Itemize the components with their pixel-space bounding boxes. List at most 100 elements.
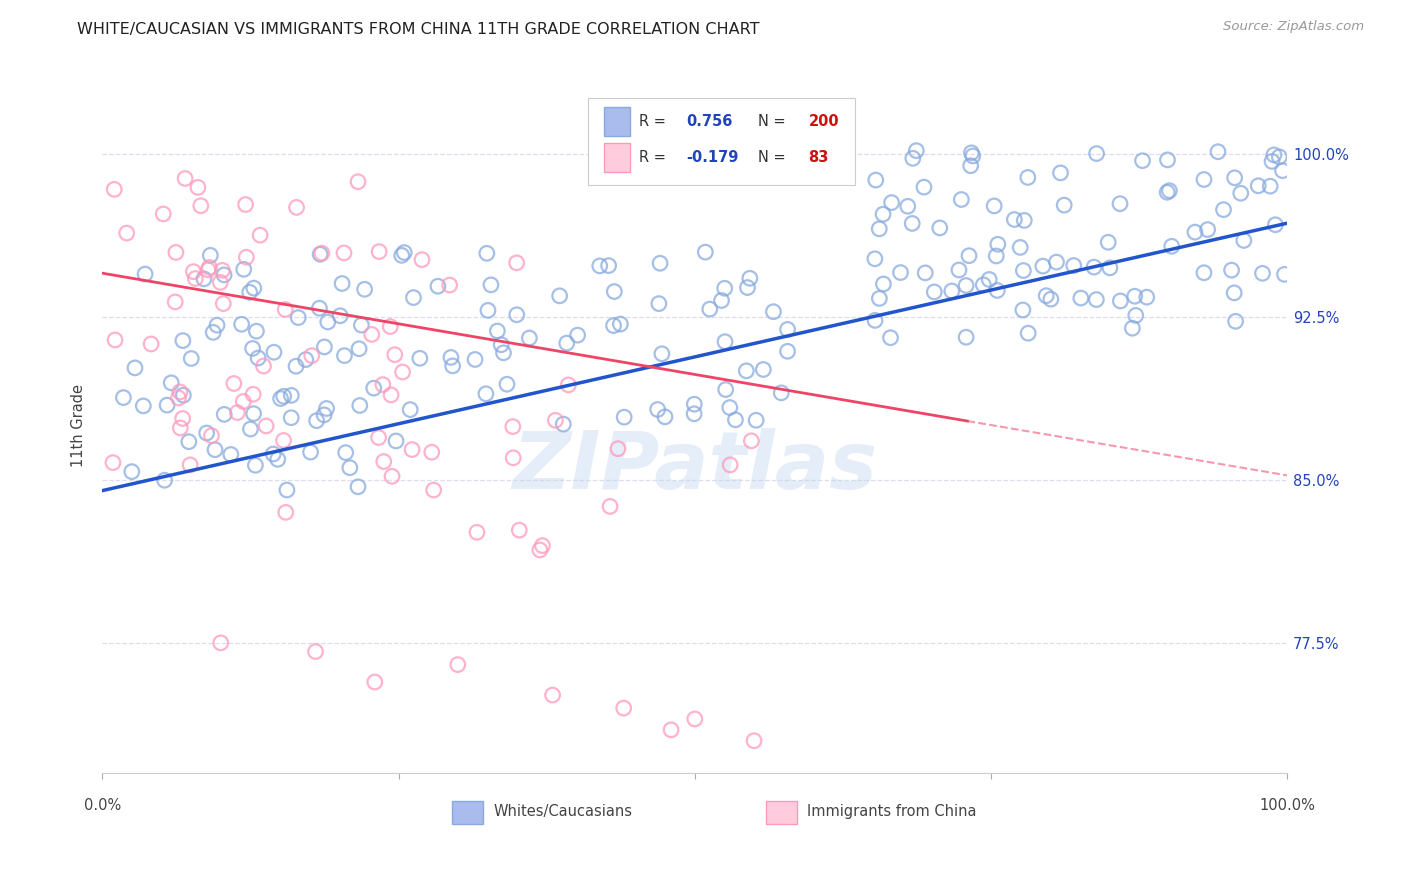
Point <box>901 216 924 230</box>
Point <box>339 460 361 475</box>
Point <box>589 259 612 273</box>
Point <box>1225 314 1247 328</box>
Point <box>1123 289 1146 303</box>
Point <box>239 285 262 300</box>
Point <box>276 483 298 497</box>
Point <box>219 448 242 462</box>
Point <box>599 500 621 514</box>
Point <box>245 324 267 338</box>
Point <box>890 266 912 280</box>
Point <box>304 644 326 658</box>
Point <box>226 406 249 420</box>
Point <box>367 431 389 445</box>
Point <box>742 733 765 747</box>
Point <box>399 402 422 417</box>
Point <box>190 199 212 213</box>
Point <box>738 271 761 285</box>
Point <box>959 159 981 173</box>
Point <box>205 318 228 333</box>
Point <box>222 376 245 391</box>
Point <box>905 144 928 158</box>
Point <box>603 285 626 299</box>
Point <box>986 284 1008 298</box>
Point <box>648 256 671 270</box>
Point <box>183 265 205 279</box>
Point <box>955 330 977 344</box>
Text: 200: 200 <box>808 114 839 128</box>
Point <box>249 228 271 243</box>
Point <box>422 483 444 497</box>
Point <box>502 419 524 434</box>
Point <box>169 384 191 399</box>
Point <box>305 414 328 428</box>
Text: Whites/Caucasians: Whites/Caucasians <box>494 804 633 819</box>
Point <box>311 246 333 260</box>
Point <box>187 180 209 194</box>
Point <box>745 413 768 427</box>
Point <box>312 408 335 422</box>
Point <box>169 421 191 435</box>
Point <box>464 352 486 367</box>
Point <box>212 408 235 422</box>
Point <box>254 419 277 434</box>
Point <box>1032 259 1054 273</box>
Point <box>609 317 631 331</box>
Point <box>465 525 488 540</box>
Point <box>315 401 337 416</box>
Point <box>172 411 194 425</box>
Point <box>402 291 425 305</box>
Point <box>380 388 402 402</box>
Point <box>979 272 1001 286</box>
Text: WHITE/CAUCASIAN VS IMMIGRANTS FROM CHINA 11TH GRADE CORRELATION CHART: WHITE/CAUCASIAN VS IMMIGRANTS FROM CHINA… <box>77 22 759 37</box>
Point <box>1039 292 1062 306</box>
Point <box>1132 153 1154 168</box>
Point <box>1220 263 1243 277</box>
Point <box>475 386 498 401</box>
Point <box>479 277 502 292</box>
Point <box>179 458 201 472</box>
Point <box>243 281 266 295</box>
Point <box>381 469 404 483</box>
Point <box>245 458 267 473</box>
Point <box>776 344 799 359</box>
Point <box>247 351 270 365</box>
Point <box>914 266 936 280</box>
Text: ZIPatlas: ZIPatlas <box>512 428 877 506</box>
Point <box>273 389 295 403</box>
Point <box>368 244 391 259</box>
Point <box>301 349 323 363</box>
Point <box>1063 259 1085 273</box>
FancyBboxPatch shape <box>588 98 855 186</box>
Point <box>863 313 886 327</box>
Point <box>941 284 963 298</box>
Point <box>770 385 793 400</box>
Point <box>347 480 370 494</box>
Point <box>132 399 155 413</box>
Point <box>153 473 176 487</box>
Point <box>409 351 432 366</box>
Point <box>314 340 336 354</box>
Bar <box>603 143 630 172</box>
Point <box>1011 303 1033 318</box>
Point <box>1136 290 1159 304</box>
Text: R =: R = <box>640 150 671 165</box>
Point <box>1192 266 1215 280</box>
Point <box>950 193 973 207</box>
Bar <box>766 801 797 824</box>
Point <box>648 296 671 310</box>
Point <box>1258 179 1281 194</box>
Text: Immigrants from China: Immigrants from China <box>807 804 977 819</box>
Point <box>193 272 215 286</box>
Point <box>204 442 226 457</box>
Point <box>180 351 202 366</box>
Point <box>1125 309 1147 323</box>
Point <box>489 337 512 351</box>
Point <box>654 409 676 424</box>
Point <box>101 456 124 470</box>
Point <box>447 657 470 672</box>
Point <box>401 442 423 457</box>
Point <box>1192 172 1215 186</box>
Point <box>371 377 394 392</box>
Point <box>872 207 894 221</box>
Point <box>316 315 339 329</box>
